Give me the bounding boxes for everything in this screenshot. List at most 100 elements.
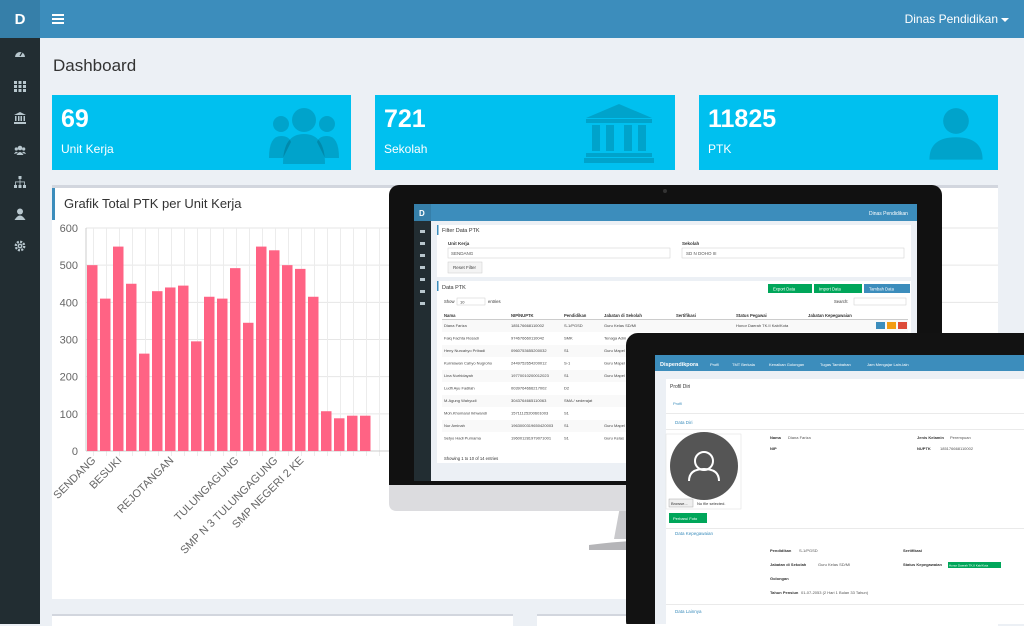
- chart-bar: [165, 287, 176, 451]
- user-icon: [929, 108, 983, 160]
- mon-table-cell: 0960753655200032: [511, 348, 547, 353]
- mon-reset-button: Reset Filter: [453, 265, 477, 270]
- mon-table-cell: 1963000319650420003: [511, 423, 554, 428]
- mon-filter-title: Filter Data PTK: [442, 228, 480, 234]
- mon-column-header: NIP/NUPTK: [511, 313, 534, 318]
- mon-table-row[interactable]: [442, 320, 908, 332]
- lap-pensiun-value: 01-07-2053 (2 Hari 1 Bulan 33 Tahun): [801, 590, 869, 595]
- chart-bar: [360, 415, 371, 451]
- y-tick-label: 300: [60, 335, 78, 347]
- y-tick-label: 0: [72, 446, 78, 458]
- mon-column-header: Pendidikan: [564, 313, 587, 318]
- stat-label: PTK: [708, 142, 732, 156]
- mon-table-cell: Lina Nurhidayah: [444, 373, 473, 378]
- lap-section-title: Profil Diri: [670, 384, 690, 390]
- mon-row-action-button[interactable]: [898, 322, 907, 329]
- chart-bar: [321, 411, 332, 451]
- chart-bar: [204, 296, 215, 451]
- laptop-mockup: Dispendikpora Profil TMT Berkala Kenaika…: [626, 333, 1024, 624]
- lap-menu-tmt: TMT Berkala: [732, 362, 756, 367]
- chart-bar: [217, 298, 228, 451]
- mon-table-cell: Ludfi Ayu Fadilah: [444, 386, 475, 391]
- mon-table-cell: S1: [564, 436, 570, 441]
- mon-table-cell: 19770010200012023: [511, 373, 550, 378]
- lap-status-badge: Honor Daerah TK.II Kab/Kota: [949, 564, 988, 568]
- mon-table-cell: Guru Mapel: [604, 348, 625, 353]
- lap-menu-jam: Jam Mengajar Lain-lain: [867, 362, 909, 367]
- chart-bar: [282, 265, 293, 451]
- mon-row-action-button[interactable]: [876, 322, 885, 329]
- y-tick-label: 200: [60, 372, 78, 384]
- lap-breadcrumb: Profil: [673, 401, 682, 406]
- mon-show-label: Show: [444, 299, 455, 304]
- mon-table-cell: Faiq Fachta Rosadi: [444, 336, 479, 341]
- bank-icon: [584, 104, 654, 163]
- lap-jabatan-value: Guru Kelas SD/MI: [818, 562, 850, 567]
- app-logo[interactable]: D: [0, 0, 40, 38]
- mon-table-info: Showing 1 to 10 of 14 entries: [444, 456, 498, 461]
- users-icon[interactable]: [0, 134, 40, 166]
- lap-jabatan-label: Jabatan di Sekolah: [770, 562, 807, 567]
- lap-nuptk-label: NUPTK: [917, 446, 931, 451]
- stat-box-unit-kerja: 69 Unit Kerja: [52, 95, 351, 170]
- chart-bar: [100, 298, 111, 451]
- bottom-panel-left: [52, 614, 513, 626]
- mon-table-cell: Diana Fariza: [444, 323, 467, 328]
- lap-status-label: Status Kepegawaian: [903, 562, 942, 567]
- lap-browse-button: Browse...: [671, 501, 688, 506]
- lap-no-file: No file selected.: [697, 501, 725, 506]
- dashboard-icon[interactable]: [0, 38, 40, 70]
- mon-table-cell: S1: [564, 373, 570, 378]
- mon-table-cell: 2449752654200012: [511, 361, 547, 366]
- lap-sertifikasi-label: Sertifikasi: [903, 548, 922, 553]
- mon-column-header: Nama: [444, 313, 456, 318]
- mon-table-cell: 15711125200601003: [511, 411, 549, 416]
- lap-nama-value: Diana Fariza: [788, 435, 811, 440]
- mon-logo: D: [419, 209, 425, 218]
- mon-table-cell: M.Agung Wahyudi: [444, 398, 477, 403]
- chart-bar: [308, 296, 319, 451]
- mon-user: Dinas Pendidikan: [869, 211, 908, 217]
- stat-label: Sekolah: [384, 142, 428, 156]
- bank-icon[interactable]: [0, 102, 40, 134]
- chart-bar: [243, 322, 254, 451]
- user-menu[interactable]: Dinas Pendidikan: [904, 12, 1010, 26]
- mon-table-cell: Guru Mapel: [604, 361, 625, 366]
- sidebar-toggle-icon[interactable]: [52, 14, 64, 24]
- grid-icon[interactable]: [0, 70, 40, 102]
- mon-row-action-button[interactable]: [887, 322, 896, 329]
- chart-bar: [139, 353, 150, 451]
- lap-lainnya: Data Lainnya: [675, 609, 702, 614]
- stat-value: 11825: [708, 105, 777, 133]
- lap-menu-golongan: Kenaikan Golongan: [769, 362, 804, 367]
- mon-export-button: Export Data: [773, 287, 796, 292]
- gear-icon[interactable]: [0, 230, 40, 262]
- mon-column-header: Jabatan di Sekolah: [604, 313, 642, 318]
- mon-entries-label: entries: [488, 299, 501, 304]
- mon-header-divider: [442, 319, 908, 321]
- chart-bar: [152, 291, 163, 451]
- stat-box-sekolah: 721 Sekolah: [375, 95, 675, 170]
- lap-menu-profil: Profil: [710, 362, 719, 367]
- chart-bar: [87, 265, 98, 451]
- lap-jk-label: Jenis Kelamin: [917, 435, 944, 440]
- mon-table-cell: Guru Kelas SD/MI: [604, 323, 636, 328]
- lap-kepegawaian: Data Kepegawaian: [675, 531, 714, 536]
- y-tick-label: 100: [60, 409, 78, 421]
- mon-table-cell: S1: [564, 423, 570, 428]
- stat-box-ptk: 11825 PTK: [699, 95, 998, 170]
- page-title: Dashboard: [53, 56, 137, 75]
- stat-value: 721: [384, 105, 426, 133]
- mon-table-cell: Moh.Khomarul Ikhwandi: [444, 411, 487, 416]
- user-icon[interactable]: [0, 198, 40, 230]
- mon-column-header: Sertifikasi: [676, 313, 696, 318]
- lap-pendidikan-label: Pendidikan: [770, 548, 792, 553]
- lap-nuptk-value: 185176668110002: [940, 446, 974, 451]
- mon-table-cell: 196001281979071001: [511, 436, 552, 441]
- y-tick-label: 600: [60, 223, 78, 235]
- mon-data-title: Data PTK: [442, 285, 466, 291]
- mon-table-cell: Nur Aminah: [444, 423, 465, 428]
- mon-table-cell: Heny Nurcahyo Pribadi: [444, 348, 485, 353]
- chart-bar: [295, 268, 306, 451]
- sitemap-icon[interactable]: [0, 166, 40, 198]
